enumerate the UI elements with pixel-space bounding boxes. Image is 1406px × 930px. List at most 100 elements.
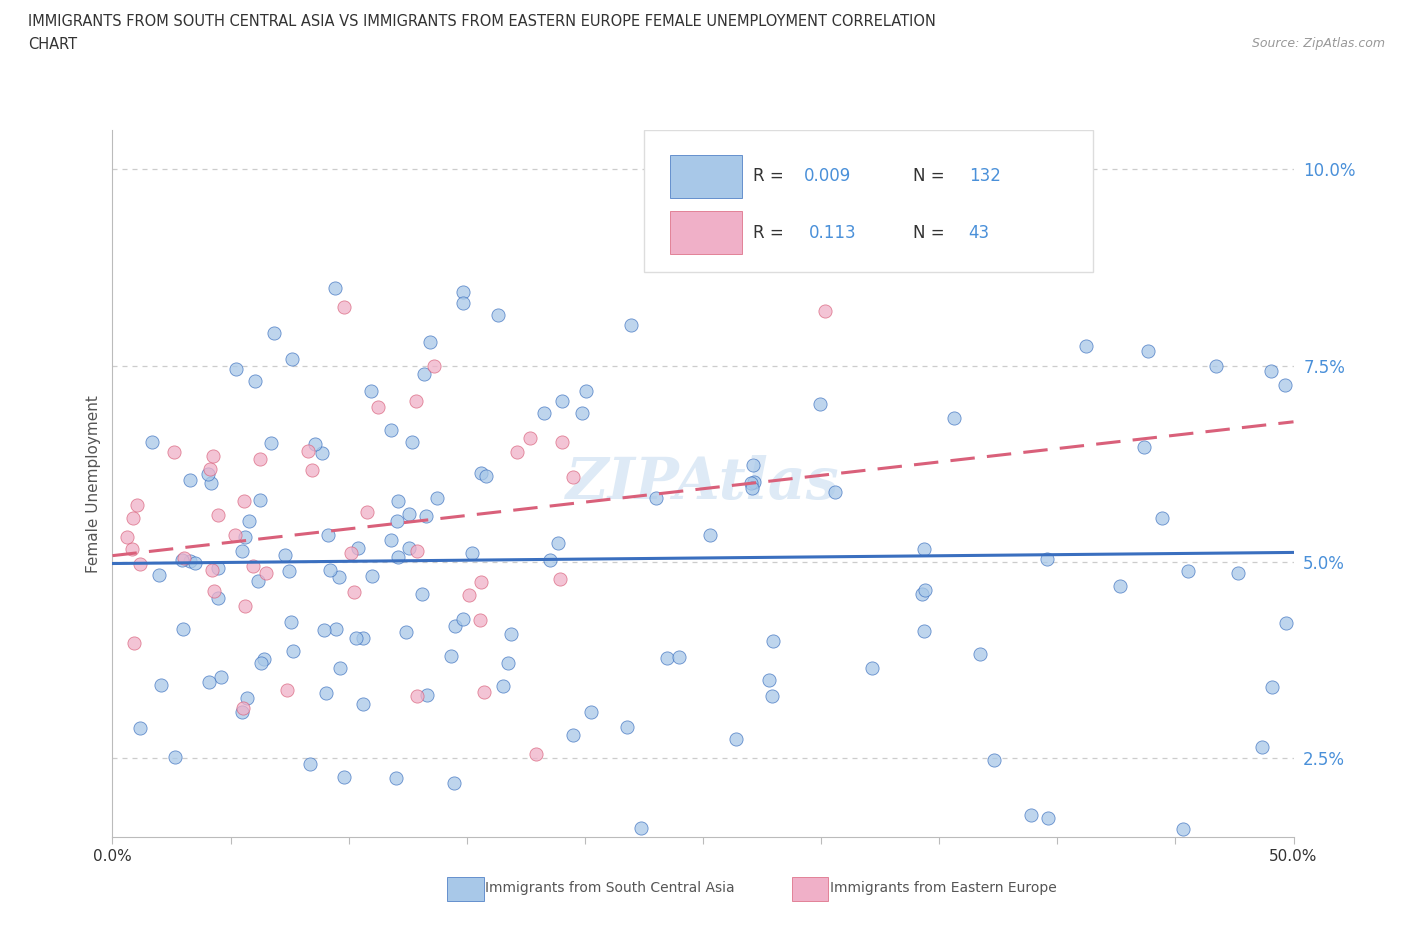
Point	[170, 552, 193, 567]
Point	[1076, 339, 1098, 353]
Point	[492, 678, 515, 693]
FancyBboxPatch shape	[669, 154, 742, 198]
Text: 43: 43	[969, 224, 990, 242]
Point	[325, 621, 347, 636]
Point	[209, 670, 232, 684]
Point	[148, 568, 170, 583]
Y-axis label: Female Unemployment: Female Unemployment	[86, 394, 101, 573]
Point	[260, 435, 283, 450]
Point	[115, 529, 138, 544]
Point	[762, 634, 785, 649]
Point	[243, 374, 266, 389]
Point	[232, 700, 254, 715]
Point	[401, 435, 423, 450]
Point	[233, 494, 256, 509]
Point	[468, 612, 491, 627]
Point	[470, 465, 492, 480]
Point	[179, 553, 201, 568]
Point	[458, 587, 481, 602]
Point	[506, 445, 529, 459]
Text: ZIPAtlas: ZIPAtlas	[567, 456, 839, 512]
Point	[179, 472, 201, 487]
Point	[1177, 564, 1199, 578]
Point	[231, 705, 253, 720]
Point	[630, 820, 652, 835]
Point	[1036, 551, 1059, 566]
Point	[387, 493, 409, 508]
Point	[398, 540, 420, 555]
Text: N =: N =	[914, 167, 950, 185]
Point	[668, 650, 690, 665]
Point	[519, 431, 541, 445]
Point	[860, 660, 883, 675]
Point	[1274, 378, 1296, 392]
Point	[121, 541, 143, 556]
Point	[579, 704, 602, 719]
Point	[280, 615, 302, 630]
Point	[367, 399, 389, 414]
Point	[1036, 811, 1059, 826]
Point	[283, 644, 305, 658]
Point	[197, 466, 219, 481]
Point	[983, 753, 1005, 768]
Point	[233, 529, 256, 544]
Point	[912, 624, 935, 639]
Point	[207, 591, 229, 605]
Point	[740, 475, 762, 490]
Point	[360, 383, 382, 398]
Point	[1274, 616, 1296, 631]
Point	[202, 584, 225, 599]
Point	[814, 304, 837, 319]
Point	[496, 656, 519, 671]
Point	[380, 532, 402, 547]
Point	[419, 335, 441, 350]
Point	[125, 498, 148, 513]
Point	[411, 586, 433, 601]
Point	[1171, 822, 1194, 837]
Point	[277, 564, 299, 578]
Point	[184, 556, 207, 571]
Point	[1251, 739, 1274, 754]
Point	[1261, 680, 1284, 695]
Point	[451, 285, 474, 299]
Point	[224, 527, 246, 542]
Point	[356, 505, 378, 520]
Point	[758, 672, 780, 687]
Point	[547, 535, 569, 550]
Point	[352, 631, 374, 645]
Point	[415, 509, 437, 524]
Point	[163, 445, 186, 459]
Point	[561, 470, 583, 485]
Point	[238, 513, 260, 528]
Point	[1109, 578, 1132, 593]
Point	[444, 618, 467, 633]
Point	[385, 513, 408, 528]
Point	[725, 732, 748, 747]
Point	[470, 575, 492, 590]
Point	[325, 281, 347, 296]
Point	[475, 469, 498, 484]
Point	[1227, 565, 1250, 580]
Point	[250, 656, 273, 671]
Point	[969, 646, 991, 661]
Point	[761, 688, 783, 703]
Point	[200, 475, 222, 490]
Point	[440, 649, 463, 664]
Point	[808, 397, 831, 412]
Point	[548, 572, 571, 587]
Point	[141, 434, 163, 449]
Point	[207, 561, 229, 576]
Point	[406, 688, 429, 703]
Point	[201, 563, 224, 578]
Point	[741, 481, 763, 496]
Point	[742, 474, 765, 489]
Point	[316, 527, 339, 542]
Point	[298, 756, 321, 771]
FancyBboxPatch shape	[644, 130, 1092, 272]
Point	[301, 463, 323, 478]
Point	[249, 493, 271, 508]
Point	[538, 552, 561, 567]
Point	[242, 559, 264, 574]
Point	[526, 746, 548, 761]
Point	[235, 690, 257, 705]
